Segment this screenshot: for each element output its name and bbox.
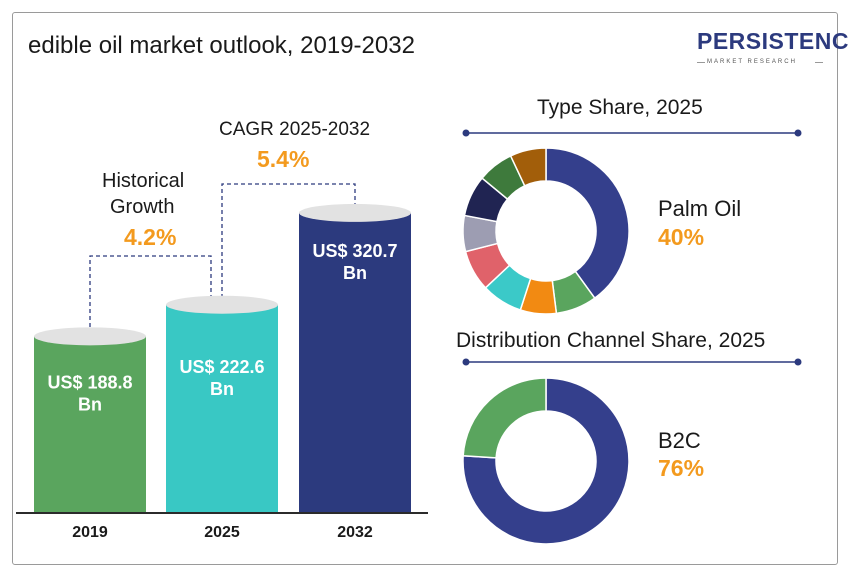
type-share-title: Type Share, 2025	[537, 96, 703, 119]
cagr-label: CAGR 2025-2032	[219, 119, 371, 140]
historical-growth-value: 4.2%	[124, 224, 177, 250]
logo-rule-right	[815, 62, 823, 63]
persistence-logo: PERSISTENCE MARKET RESEARCH	[697, 28, 850, 70]
logo-text: PERSISTENCE	[697, 28, 850, 54]
b2c-value: 76%	[658, 455, 705, 481]
historical-growth-label-line1: Historical	[102, 170, 185, 192]
distribution-share-rule-dot-left	[462, 358, 470, 366]
type-share-rule-dot-left	[462, 129, 470, 137]
logo-subtext: MARKET RESEARCH	[707, 59, 797, 65]
infographic-frame	[12, 12, 838, 565]
year-labels-layer: 2019 2025 2032	[72, 524, 373, 541]
bars-layer	[34, 203, 411, 513]
page-title: edible oil market outlook, 2019-2032	[28, 32, 415, 59]
bar-top-2032	[299, 203, 411, 222]
bar-2019	[34, 336, 146, 513]
bar-top-2019	[34, 327, 146, 346]
distribution-share-slice-1	[462, 377, 547, 459]
bar-value-label-2019-0: US$ 188.8	[47, 373, 132, 393]
type-share-slice-0	[545, 147, 630, 300]
bar-value-label-2032-0: US$ 320.7	[312, 241, 397, 261]
bar-value-label-2019-1: Bn	[78, 395, 102, 415]
distribution-share-slice-0	[462, 377, 630, 545]
type-share-rule-dot-right	[794, 129, 802, 137]
palm-oil-label: Palm Oil	[658, 196, 742, 221]
palm-oil-value: 40%	[658, 224, 705, 250]
historical-growth-connector	[89, 255, 212, 362]
cagr-connector	[221, 183, 356, 298]
logo-rule-left	[697, 62, 705, 63]
historical-growth-label-line2: Growth	[110, 196, 175, 218]
distribution-share-donut	[462, 377, 630, 545]
bar-2025	[166, 304, 278, 513]
b2c-label: B2C	[658, 428, 701, 453]
bar-2032	[299, 212, 411, 513]
bar-value-label-2032-1: Bn	[343, 263, 367, 283]
distribution-share-rule-dot-right	[794, 358, 802, 366]
distribution-share-title: Distribution Channel Share, 2025	[456, 329, 766, 352]
cagr-value: 5.4%	[257, 146, 310, 172]
year-label-2025: 2025	[204, 524, 240, 541]
bar-top-2025	[166, 295, 278, 314]
type-share-donut	[462, 147, 630, 315]
year-label-2019: 2019	[72, 524, 108, 541]
year-label-2032: 2032	[337, 524, 373, 541]
bar-value-label-2025-0: US$ 222.6	[179, 357, 264, 377]
type-share-slice-8	[509, 147, 547, 187]
bar-value-label-2025-1: Bn	[210, 379, 234, 399]
